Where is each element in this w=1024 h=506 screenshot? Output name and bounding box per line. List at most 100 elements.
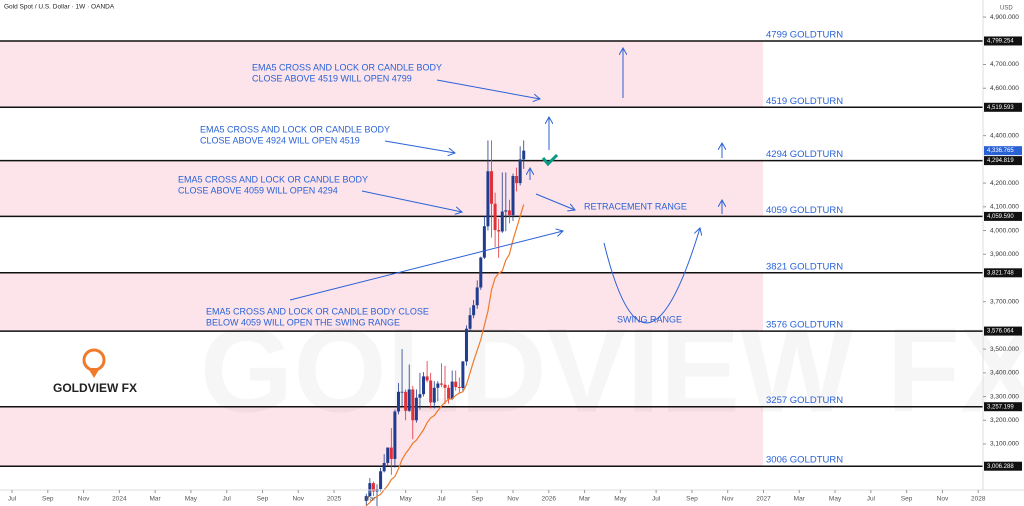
currency: USD (1000, 6, 1013, 12)
y-tick-label: 4,700.000 (990, 61, 1019, 68)
x-tick-label: Sep (471, 496, 483, 503)
level-label: 4,294.819 (987, 158, 1014, 164)
candle-body (515, 175, 519, 184)
arrow (436, 79, 540, 99)
chart-title: Gold Spot / U.S. Dollar · 1W · OANDA (4, 4, 115, 11)
x-tick-label: Jul (867, 496, 876, 503)
candle-body (411, 389, 415, 421)
candle-body (414, 397, 418, 421)
arrow (384, 140, 455, 153)
level-label: 3,576.064 (987, 329, 1014, 335)
candle-body (518, 159, 522, 184)
level-label: 4,519.593 (987, 105, 1014, 111)
x-tick-label: Nov (722, 496, 734, 503)
annotation: EMA5 CROSS AND LOCK OR CANDLE BODY (252, 62, 442, 72)
y-tick-label: 4,600.000 (990, 85, 1019, 92)
x-tick-label: May (399, 496, 412, 503)
y-tick-label: 3,900.000 (990, 251, 1019, 258)
y-tick-label: 3,100.000 (990, 441, 1019, 448)
level-tag (984, 36, 1022, 46)
annotation: CLOSE ABOVE 4924 WILL OPEN 4519 (200, 135, 360, 145)
candle-body (429, 380, 433, 403)
candle-body (457, 387, 461, 389)
candle-body (507, 210, 511, 216)
x-tick-label: Mar (794, 496, 806, 503)
annotation: CLOSE ABOVE 4519 WILL OPEN 4799 (252, 73, 412, 83)
x-tick-label: Nov (292, 496, 304, 503)
candle-body (482, 226, 486, 258)
bands (0, 40, 763, 467)
level-name: 3257 GOLDTURN (766, 395, 843, 406)
candle-body (522, 150, 526, 160)
y-tick-label: 3,700.000 (990, 298, 1019, 305)
logo-text: GOLDVIEW FX (53, 381, 137, 395)
level-label: 3,006.288 (987, 464, 1014, 470)
candle-body (500, 211, 504, 232)
annotation: EMA5 CROSS AND LOCK OR CANDLE BODY (178, 174, 368, 184)
candle-body (454, 381, 458, 388)
candle-body (504, 210, 508, 212)
candle-body (475, 287, 479, 306)
annotation: SWING RANGE (617, 314, 682, 324)
y-tick-label: 3,400.000 (990, 370, 1019, 377)
y-tick-label: 3,200.000 (990, 417, 1019, 424)
candle-body (432, 387, 436, 403)
arrow (535, 193, 575, 210)
level-label: 4,799.254 (987, 39, 1014, 45)
logo-icon (88, 368, 100, 378)
arrow (361, 190, 462, 212)
level-name: 3006 GOLDTURN (766, 455, 843, 466)
x-tick-label: Sep (901, 496, 913, 503)
level-tag (984, 461, 1022, 471)
checkmark (541, 153, 559, 167)
candle-body (422, 376, 426, 395)
level-label: 3,821.748 (987, 270, 1014, 276)
x-tick-label: May (614, 496, 627, 503)
y-tick-label: 3,300.000 (990, 393, 1019, 400)
annotation: BELOW 4059 WILL OPEN THE SWING RANGE (206, 317, 400, 327)
level-tag (984, 211, 1022, 221)
arrows (289, 48, 722, 324)
level-tag (984, 402, 1022, 412)
last-price-label: 4,336.765 (987, 148, 1014, 154)
annotation: EMA5 CROSS AND LOCK OR CANDLE BODY (200, 124, 390, 134)
candle-body (472, 305, 476, 316)
ema-line (365, 204, 525, 506)
x-tick-label: Jul (437, 496, 446, 503)
candle-body (386, 447, 390, 463)
candle-body (364, 496, 368, 501)
candle-body (371, 483, 375, 492)
candle-body (490, 171, 494, 204)
candle-body (450, 381, 454, 399)
x-tick-label: 2028 (971, 496, 986, 503)
candle-body (396, 391, 400, 412)
level-tag (984, 156, 1022, 166)
candle-body (461, 361, 465, 389)
x-axis-labels: Jul Sep Nov 2024 Mar May Jul Sep Nov 2025 Mar May Ju… (8, 490, 986, 503)
level-tag (984, 102, 1022, 112)
candle-body (425, 376, 429, 381)
candle-body (486, 171, 490, 227)
annotation: EMA5 CROSS AND LOCK OR CANDLE BODY CLOSE (206, 306, 429, 316)
band (0, 272, 763, 332)
x-tick-label: Sep (257, 496, 269, 503)
x-tick-label: Sep (686, 496, 698, 503)
y-axis-labels: 4,900.000 4,700.000 4,600.000 4,400.000 4,20… (983, 14, 1022, 471)
y-tick-label: 4,400.000 (990, 132, 1019, 139)
candle-body (418, 394, 422, 398)
x-tick-label: 2026 (542, 496, 557, 503)
annotation: CLOSE ABOVE 4059 WILL OPEN 4294 (178, 185, 338, 195)
candle-body (436, 383, 440, 388)
y-tick-label: 4,900.000 (990, 14, 1019, 21)
x-tick-label: Sep (42, 496, 54, 503)
candle-body (389, 447, 393, 459)
level-name: 4519 GOLDTURN (766, 96, 843, 107)
arrow (603, 228, 700, 324)
logo: GOLDVIEW FX (53, 348, 137, 395)
candle-body (468, 315, 472, 329)
candle-body (443, 384, 447, 388)
level-tag (984, 326, 1022, 336)
arrow (289, 231, 563, 301)
x-tick-label: 2027 (756, 496, 771, 503)
